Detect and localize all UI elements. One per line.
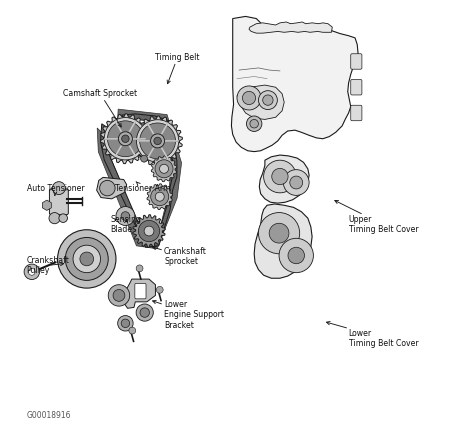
Circle shape bbox=[155, 160, 173, 178]
Circle shape bbox=[113, 289, 125, 301]
Circle shape bbox=[151, 134, 164, 148]
Circle shape bbox=[100, 181, 115, 196]
Polygon shape bbox=[147, 184, 173, 210]
Circle shape bbox=[57, 230, 116, 288]
Polygon shape bbox=[133, 215, 165, 248]
Text: Lower
Timing Belt Cover: Lower Timing Belt Cover bbox=[327, 321, 418, 348]
Circle shape bbox=[53, 182, 65, 194]
Circle shape bbox=[65, 238, 108, 280]
Circle shape bbox=[279, 238, 313, 273]
Circle shape bbox=[269, 223, 289, 243]
Circle shape bbox=[144, 226, 154, 236]
Circle shape bbox=[272, 168, 288, 184]
Circle shape bbox=[264, 160, 296, 193]
Circle shape bbox=[160, 164, 169, 173]
FancyBboxPatch shape bbox=[49, 189, 68, 215]
Text: Tensioner Arm: Tensioner Arm bbox=[115, 181, 170, 193]
Circle shape bbox=[258, 213, 300, 254]
Polygon shape bbox=[259, 155, 309, 203]
Circle shape bbox=[122, 135, 129, 143]
Polygon shape bbox=[249, 22, 332, 33]
Circle shape bbox=[237, 86, 261, 110]
Circle shape bbox=[288, 247, 304, 264]
Circle shape bbox=[121, 319, 130, 327]
FancyBboxPatch shape bbox=[351, 54, 362, 69]
Polygon shape bbox=[97, 178, 127, 199]
Text: Camshaft Sprocket: Camshaft Sprocket bbox=[63, 89, 137, 127]
Circle shape bbox=[129, 327, 136, 334]
FancyBboxPatch shape bbox=[135, 283, 146, 299]
Circle shape bbox=[242, 91, 255, 105]
Text: Crankshaft
Pulley: Crankshaft Pulley bbox=[27, 256, 70, 275]
Circle shape bbox=[140, 308, 149, 317]
Circle shape bbox=[104, 118, 146, 160]
Circle shape bbox=[258, 91, 277, 110]
Circle shape bbox=[283, 170, 309, 195]
Text: Timing Belt: Timing Belt bbox=[155, 53, 200, 84]
Circle shape bbox=[108, 121, 143, 157]
Circle shape bbox=[136, 304, 153, 321]
Circle shape bbox=[137, 120, 179, 162]
Polygon shape bbox=[231, 16, 358, 152]
Circle shape bbox=[140, 123, 175, 159]
Circle shape bbox=[141, 155, 147, 162]
Circle shape bbox=[59, 214, 67, 222]
Text: Sensing
Blade: Sensing Blade bbox=[110, 215, 141, 234]
Circle shape bbox=[28, 268, 35, 275]
Polygon shape bbox=[254, 204, 312, 278]
FancyBboxPatch shape bbox=[351, 79, 362, 95]
Text: Crankshaft
Sprocket: Crankshaft Sprocket bbox=[153, 247, 207, 267]
Circle shape bbox=[250, 120, 258, 128]
Circle shape bbox=[263, 95, 273, 105]
Circle shape bbox=[108, 285, 130, 306]
Polygon shape bbox=[237, 85, 284, 119]
Text: G00018916: G00018916 bbox=[27, 411, 71, 420]
Polygon shape bbox=[124, 279, 155, 308]
Polygon shape bbox=[151, 156, 177, 182]
Circle shape bbox=[24, 264, 39, 280]
Text: Auto Tensioner: Auto Tensioner bbox=[27, 184, 84, 196]
Circle shape bbox=[154, 137, 161, 145]
Circle shape bbox=[136, 265, 143, 272]
Circle shape bbox=[121, 212, 130, 220]
Circle shape bbox=[73, 245, 100, 273]
Polygon shape bbox=[97, 109, 182, 249]
Polygon shape bbox=[100, 114, 177, 248]
Polygon shape bbox=[133, 116, 182, 166]
Text: Lower
Engine Support
Bracket: Lower Engine Support Bracket bbox=[153, 300, 224, 330]
Circle shape bbox=[155, 192, 164, 201]
Polygon shape bbox=[42, 200, 51, 210]
FancyBboxPatch shape bbox=[351, 105, 362, 121]
Circle shape bbox=[246, 116, 262, 131]
Text: Upper
Timing Belt Cover: Upper Timing Belt Cover bbox=[335, 200, 418, 234]
Circle shape bbox=[138, 220, 160, 241]
Circle shape bbox=[118, 316, 133, 331]
Circle shape bbox=[151, 187, 169, 206]
Circle shape bbox=[49, 213, 60, 224]
Circle shape bbox=[80, 252, 94, 266]
Polygon shape bbox=[100, 114, 150, 164]
Circle shape bbox=[118, 132, 132, 146]
Circle shape bbox=[290, 176, 303, 189]
Circle shape bbox=[156, 286, 163, 293]
Circle shape bbox=[116, 206, 135, 226]
